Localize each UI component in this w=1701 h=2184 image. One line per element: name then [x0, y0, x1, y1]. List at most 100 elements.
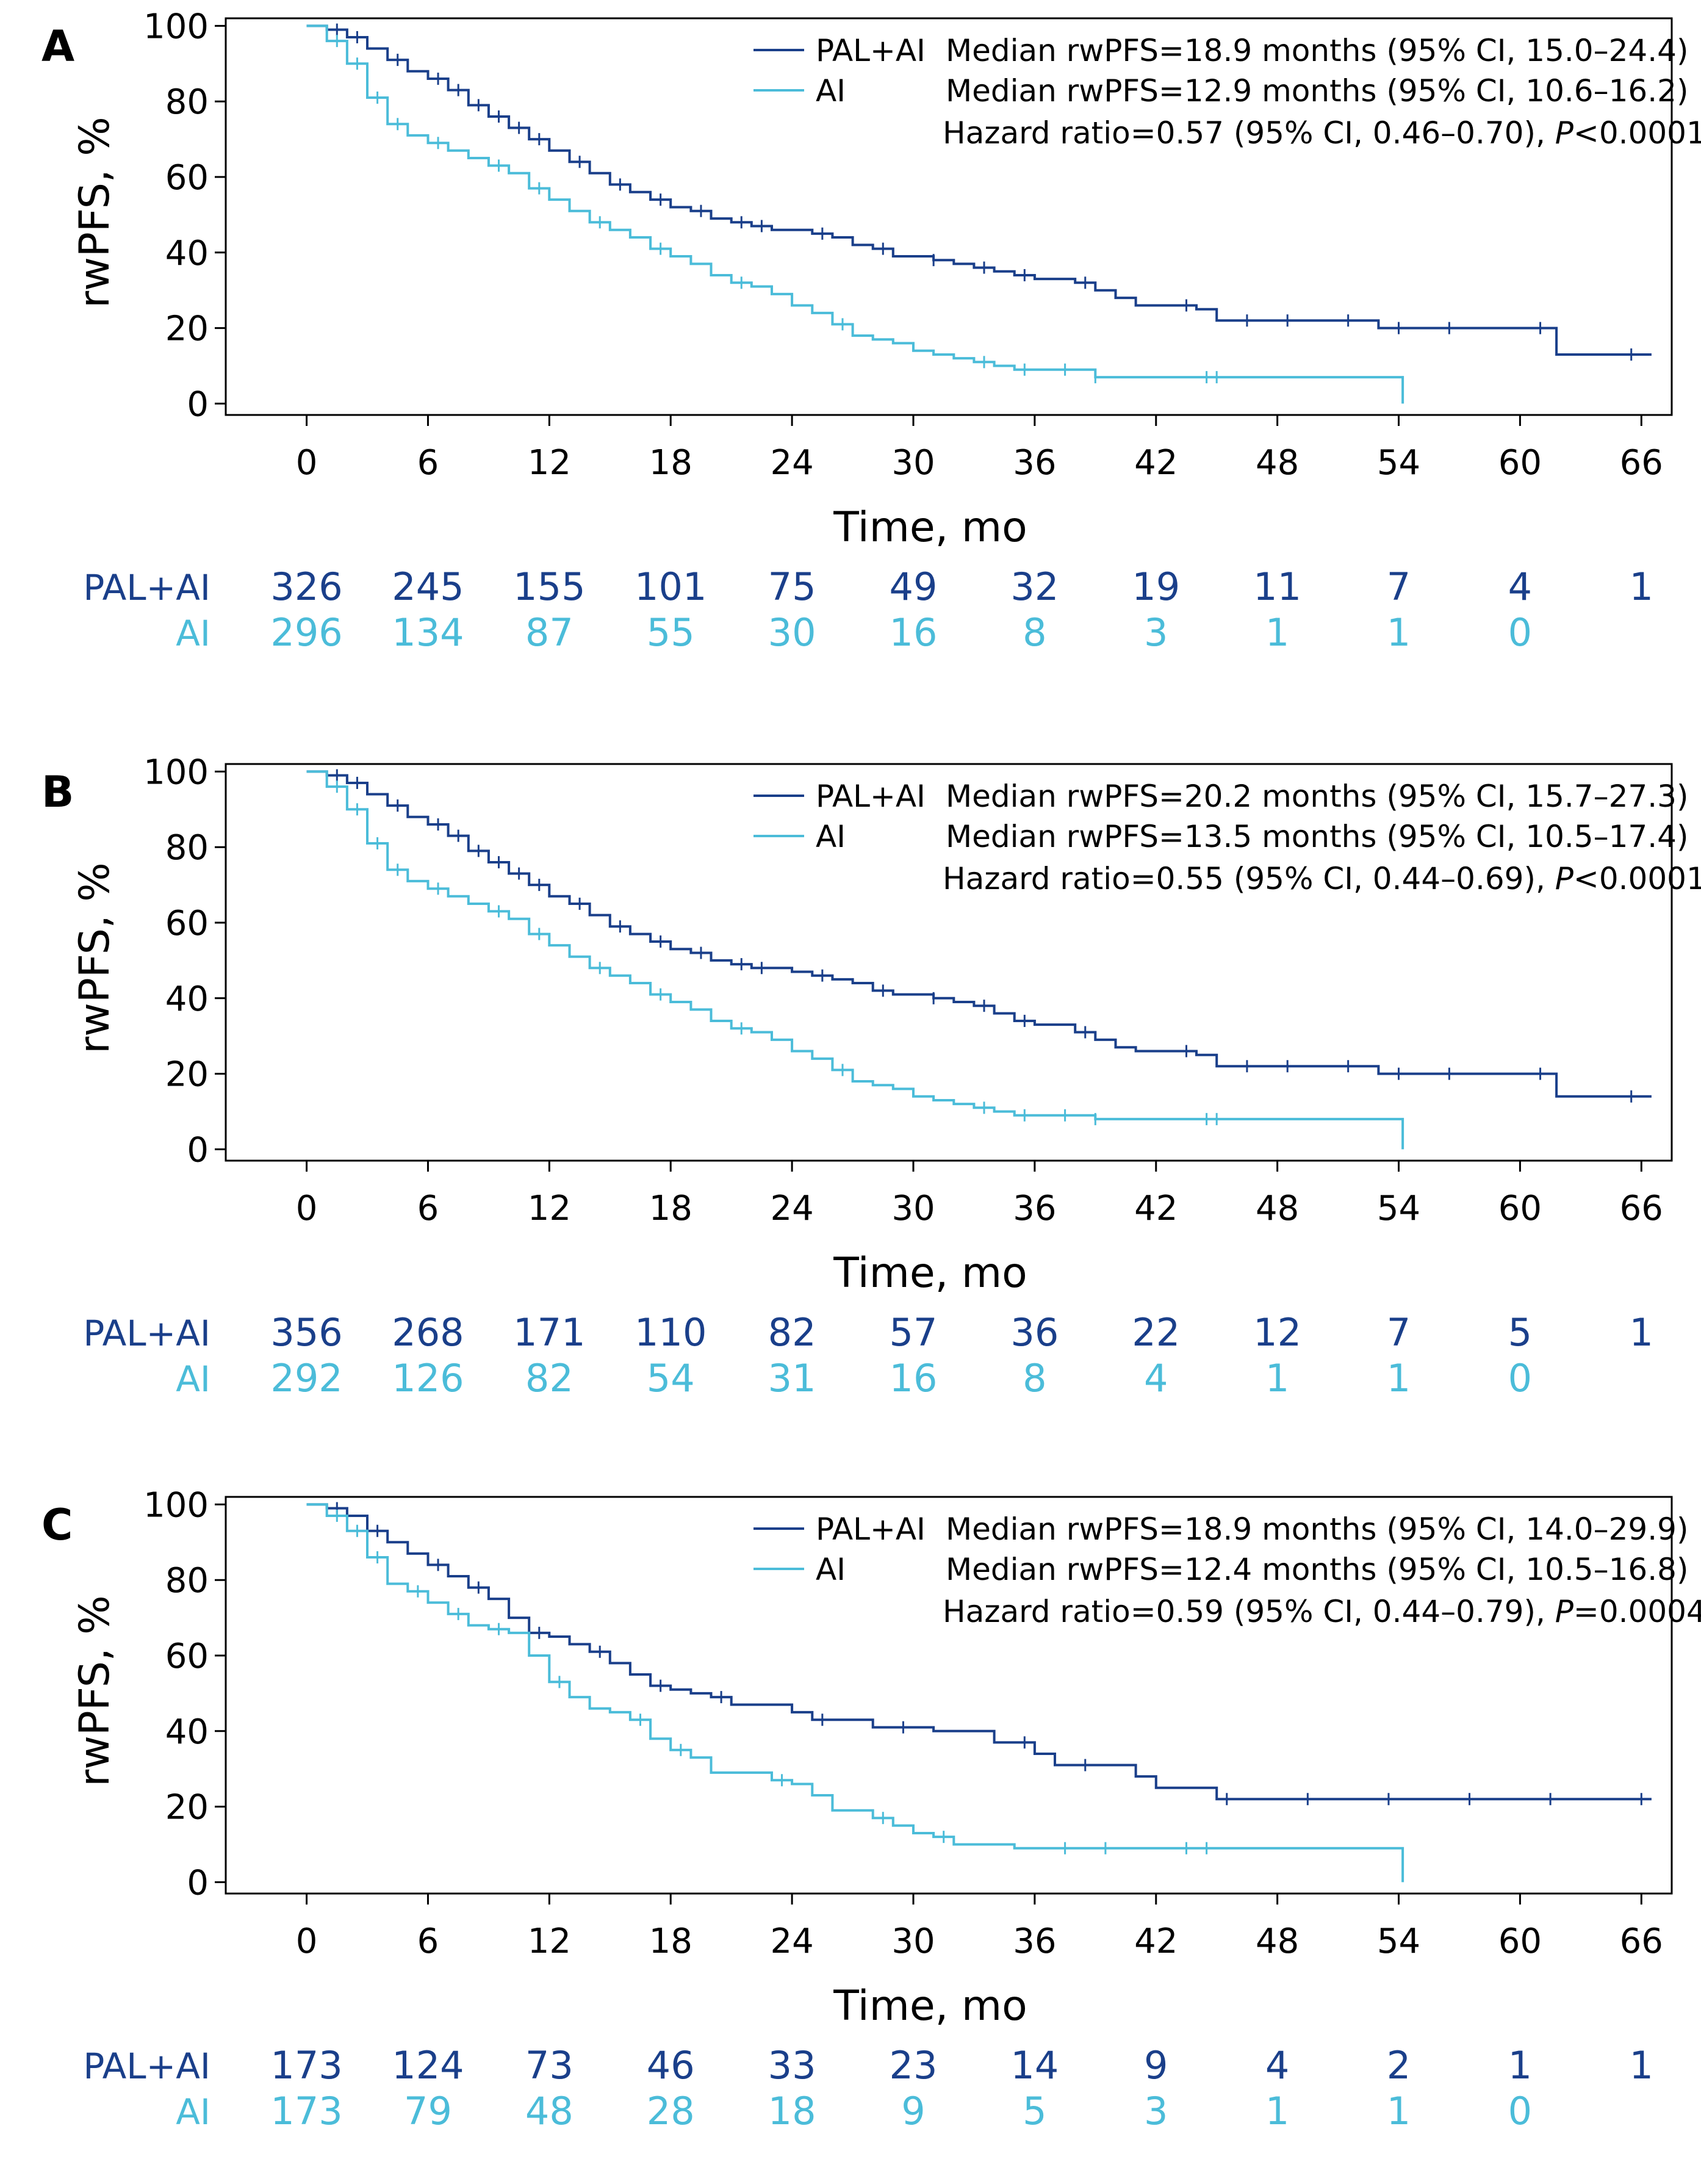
x-tick-label: 66: [1620, 1922, 1663, 1961]
y-axis-title: rwPFS, %: [71, 862, 119, 1054]
y-tick-label: 40: [165, 979, 209, 1019]
x-tick-label: 42: [1134, 443, 1178, 483]
risk-value: 9: [901, 2089, 925, 2133]
y-tick-label: 80: [165, 828, 209, 868]
risk-value: 3: [1144, 610, 1168, 655]
risk-value: 1: [1387, 1356, 1411, 1400]
x-tick-label: 0: [296, 1189, 318, 1228]
risk-value: 155: [513, 564, 585, 609]
risk-value: 1: [1265, 1356, 1289, 1400]
x-tick-label: 42: [1134, 1922, 1178, 1961]
x-tick-label: 42: [1134, 1189, 1178, 1228]
y-tick-label: 100: [143, 7, 209, 46]
x-tick-label: 24: [770, 1922, 813, 1961]
km-curve-pal-ai: [306, 1503, 1652, 1801]
legend-series-label: PAL+AI: [816, 779, 926, 814]
hazard-ratio-text: Hazard ratio=0.55 (95% CI, 0.44–0.69), P…: [943, 861, 1701, 896]
x-axis-title: Time, mo: [833, 503, 1027, 552]
hazard-ratio-post: <0.0001: [1573, 115, 1701, 151]
risk-value: 1: [1630, 2043, 1653, 2088]
risk-value: 4: [1508, 564, 1532, 609]
risk-value: 101: [635, 564, 707, 609]
x-tick-label: 66: [1620, 1189, 1663, 1228]
risk-value: 296: [270, 610, 342, 655]
risk-value: 36: [1010, 1310, 1059, 1355]
risk-value: 30: [768, 610, 816, 655]
risk-value: 1: [1630, 1310, 1653, 1355]
legend-series-label: PAL+AI: [816, 33, 926, 68]
risk-value: 16: [890, 610, 938, 655]
x-axis-title: Time, mo: [833, 1982, 1027, 2030]
risk-value: 110: [635, 1310, 707, 1355]
x-tick-label: 54: [1377, 1189, 1420, 1228]
legend-series-label: AI: [816, 73, 846, 109]
hazard-ratio-text: Hazard ratio=0.57 (95% CI, 0.46–0.70), P…: [943, 115, 1701, 151]
y-tick-label: 20: [165, 1055, 209, 1095]
risk-value: 1: [1508, 2043, 1532, 2088]
hazard-ratio-p: P: [1555, 861, 1574, 896]
legend-median-text: Median rwPFS=20.2 months (95% CI, 15.7–2…: [946, 779, 1688, 814]
hazard-ratio-p: P: [1555, 115, 1574, 151]
risk-value: 18: [768, 2089, 816, 2133]
risk-value: 126: [392, 1356, 464, 1400]
plot-frame: [225, 1496, 1673, 1895]
x-tick-label: 6: [417, 1189, 439, 1228]
risk-value: 268: [392, 1310, 464, 1355]
risk-value: 2: [1387, 2043, 1411, 2088]
risk-value: 14: [1010, 2043, 1059, 2088]
risk-value: 75: [768, 564, 816, 609]
risk-value: 7: [1387, 1310, 1411, 1355]
km-curve-ai: [306, 1503, 1404, 1883]
y-tick-label: 40: [165, 1712, 209, 1752]
y-tick-label: 100: [143, 1485, 209, 1525]
x-axis-title: Time, mo: [833, 1249, 1027, 1297]
risk-value: 1: [1387, 2089, 1411, 2133]
risk-table: PAL+AI 326 245 155 101 75 49 32 19 11 7 4 1AI 296 134 8…: [83, 564, 1653, 655]
y-tick-label: 60: [165, 1637, 209, 1676]
panel-label: A: [41, 21, 74, 71]
hazard-ratio-pre: Hazard ratio=0.57 (95% CI, 0.46–0.70),: [943, 115, 1555, 151]
risk-value: 33: [768, 2043, 816, 2088]
hazard-ratio-pre: Hazard ratio=0.55 (95% CI, 0.44–0.69),: [943, 861, 1555, 896]
y-tick-label: 0: [187, 1130, 209, 1170]
x-tick-label: 24: [770, 1189, 813, 1228]
panel-label: C: [41, 1500, 73, 1550]
legend: PAL+AI Median rwPFS=18.9 months (95% CI, …: [753, 33, 1688, 109]
risk-value: 16: [890, 1356, 938, 1400]
legend: PAL+AI Median rwPFS=20.2 months (95% CI, …: [753, 779, 1688, 854]
y-tick-label: 40: [165, 234, 209, 273]
x-tick-label: 54: [1377, 1922, 1420, 1961]
x-tick-label: 12: [528, 1189, 571, 1228]
legend-median-text: Median rwPFS=18.9 months (95% CI, 15.0–2…: [946, 33, 1688, 68]
x-tick-label: 54: [1377, 443, 1420, 483]
y-tick-label: 60: [165, 904, 209, 943]
legend: PAL+AI Median rwPFS=18.9 months (95% CI, …: [753, 1512, 1688, 1587]
risk-row-label: PAL+AI: [83, 1313, 210, 1354]
risk-value: 22: [1132, 1310, 1180, 1355]
risk-value: 32: [1010, 564, 1059, 609]
risk-row-label: PAL+AI: [83, 2045, 210, 2087]
risk-row-label: AI: [176, 613, 210, 654]
risk-value: 54: [647, 1356, 695, 1400]
risk-value: 8: [1023, 610, 1046, 655]
risk-value: 8: [1023, 1356, 1046, 1400]
y-tick-label: 100: [143, 752, 209, 792]
legend-median-text: Median rwPFS=12.4 months (95% CI, 10.5–1…: [946, 1552, 1688, 1587]
risk-value: 46: [647, 2043, 695, 2088]
risk-value: 292: [270, 1356, 342, 1400]
legend-series-label: AI: [816, 1552, 846, 1587]
x-tick-label: 30: [891, 1922, 935, 1961]
risk-value: 11: [1253, 564, 1301, 609]
y-tick-label: 0: [187, 1863, 209, 1903]
x-tick-label: 6: [417, 1922, 439, 1961]
y-tick-label: 0: [187, 384, 209, 424]
risk-value: 87: [525, 610, 574, 655]
risk-value: 49: [890, 564, 938, 609]
risk-value: 1: [1630, 564, 1653, 609]
x-tick-label: 24: [770, 443, 813, 483]
hazard-ratio-p: P: [1555, 1594, 1574, 1629]
x-tick-label: 18: [649, 443, 692, 483]
